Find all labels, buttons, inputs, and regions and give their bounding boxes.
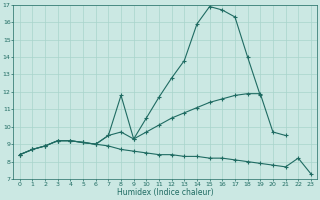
X-axis label: Humidex (Indice chaleur): Humidex (Indice chaleur) — [117, 188, 214, 197]
